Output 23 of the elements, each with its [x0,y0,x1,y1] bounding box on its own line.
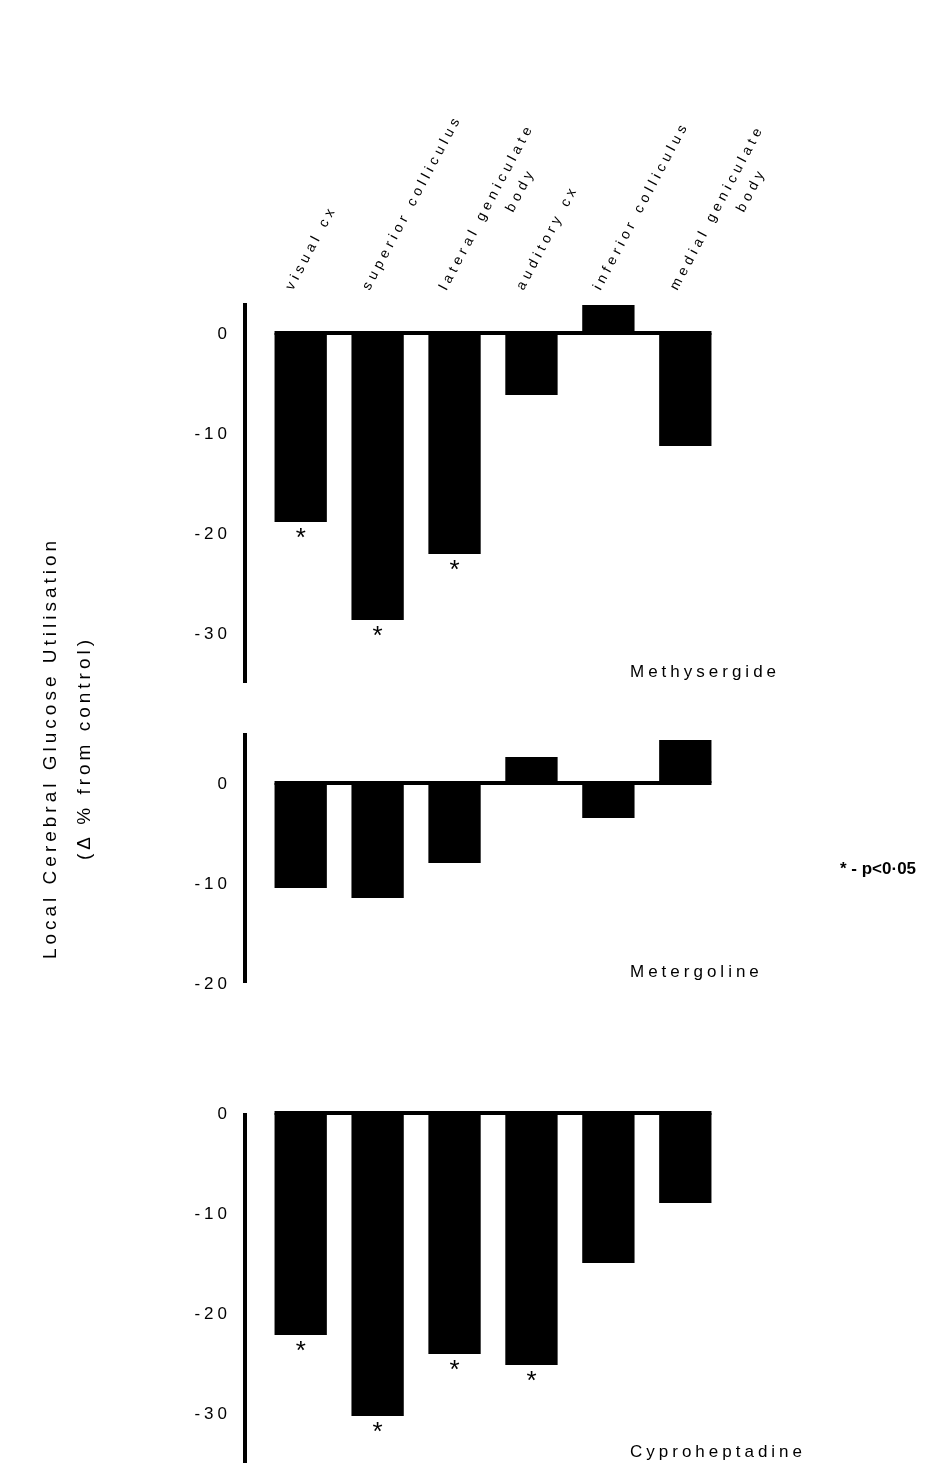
y-tick-label: 0 [217,1103,231,1123]
y-tick-label: -20 [194,973,231,993]
annotation: * [449,554,460,585]
y-tick-label: 0 [217,323,231,343]
text: Methysergide [630,662,781,681]
y-tick-label: -20 [194,1303,231,1323]
y-tick-label: -20 [194,523,231,543]
y-tick-label: -30 [194,623,231,643]
y-tick-label: -10 [194,873,231,893]
annotation: * [372,620,383,651]
y-tick-label: -10 [194,423,231,443]
text: * - p<0·05 [840,858,917,878]
text: Cyproheptadine [630,1442,807,1461]
text: Metergoline [630,962,763,981]
y-tick-label: -30 [194,1403,231,1423]
annotation: * [295,522,306,553]
annotation: * [372,1416,383,1447]
annotation: * [295,1335,306,1366]
y-tick-label: 0 [217,773,231,793]
y-tick-label: -10 [194,1203,231,1223]
annotation: * [449,1354,460,1385]
annotation: * [526,1365,537,1396]
y-axis-title: Local Cerebral Glucose Utilisation (Δ % from control) [39,536,94,960]
